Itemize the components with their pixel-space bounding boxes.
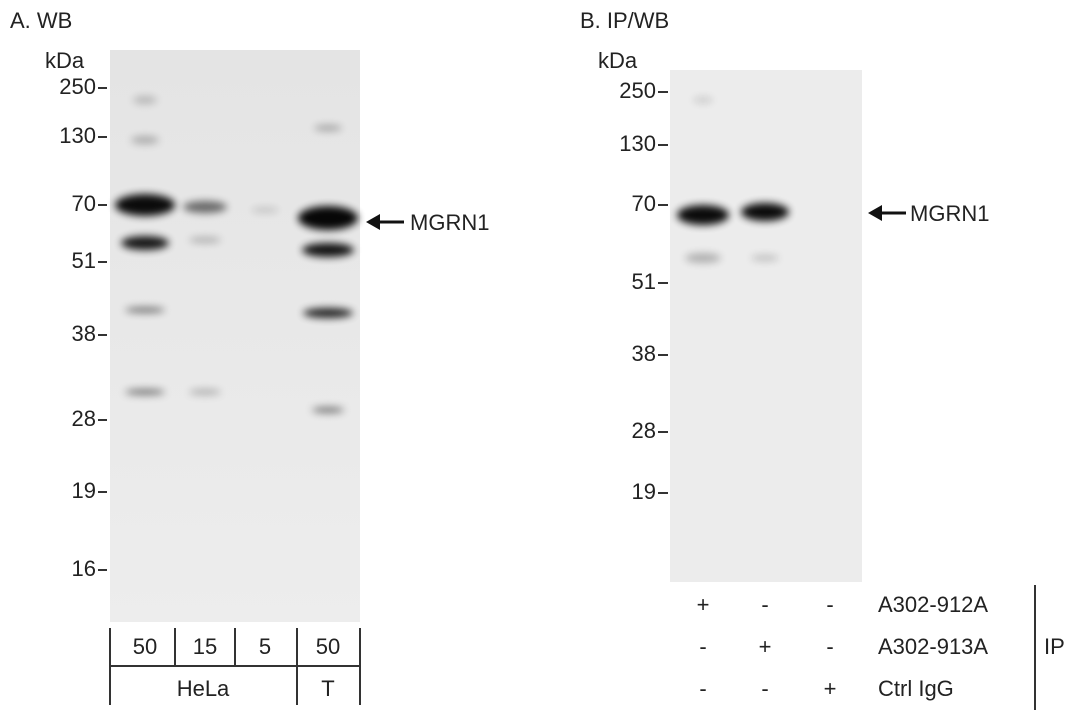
band	[189, 389, 221, 395]
band	[183, 201, 227, 213]
lane-table	[109, 628, 361, 705]
ip-mark: +	[697, 592, 710, 617]
marker-label: 51	[72, 248, 96, 273]
marker-label: 19	[632, 479, 656, 504]
marker-label: 70	[632, 191, 656, 216]
blot-a	[110, 50, 360, 622]
arrow-head	[868, 205, 882, 221]
arrow-head	[366, 214, 380, 230]
unit-label: kDa	[45, 48, 85, 73]
blot-b	[670, 70, 862, 582]
ip-mark: -	[826, 634, 833, 659]
antibody-name: A302-913A	[878, 634, 988, 659]
ip-mark: +	[824, 676, 837, 701]
band	[133, 96, 157, 104]
marker-label: 28	[632, 418, 656, 443]
ip-mark: -	[761, 592, 768, 617]
marker-label: 250	[619, 78, 656, 103]
band	[302, 243, 354, 257]
band	[131, 136, 159, 144]
band	[298, 206, 358, 230]
ip-label: IP	[1044, 634, 1065, 659]
panel-label: A. WB	[10, 8, 72, 33]
band	[314, 125, 342, 131]
antibody-name: A302-912A	[878, 592, 988, 617]
marker-label: 16	[72, 556, 96, 581]
band	[121, 236, 169, 250]
band	[693, 97, 713, 103]
ip-mark: +	[759, 634, 772, 659]
marker-label: 70	[72, 191, 96, 216]
ip-mark: -	[761, 676, 768, 701]
marker-label: 28	[72, 406, 96, 431]
band	[751, 255, 779, 261]
band	[115, 194, 175, 216]
band	[189, 237, 221, 243]
lane-load: 5	[259, 634, 271, 659]
marker-label: 130	[59, 123, 96, 148]
band	[125, 389, 165, 395]
panel-label: B. IP/WB	[580, 8, 669, 33]
band	[303, 308, 353, 318]
marker-label: 19	[72, 478, 96, 503]
band	[741, 203, 789, 221]
ip-mark: -	[826, 592, 833, 617]
lane-load: 50	[316, 634, 340, 659]
band	[312, 407, 344, 413]
unit-label: kDa	[598, 48, 638, 73]
marker-label: 130	[619, 131, 656, 156]
ip-mark: -	[699, 634, 706, 659]
marker-label: 38	[632, 341, 656, 366]
band	[125, 307, 165, 313]
antibody-name: Ctrl IgG	[878, 676, 954, 701]
cell-line: HeLa	[177, 676, 230, 701]
marker-label: 250	[59, 74, 96, 99]
band	[251, 207, 279, 213]
band	[677, 205, 729, 225]
ip-mark: -	[699, 676, 706, 701]
lane-load: 15	[193, 634, 217, 659]
lane-load: 50	[133, 634, 157, 659]
marker-label: 51	[632, 269, 656, 294]
target-label: MGRN1	[910, 201, 989, 226]
cell-line: T	[321, 676, 334, 701]
band	[685, 253, 721, 263]
marker-label: 38	[72, 321, 96, 346]
target-label: MGRN1	[410, 210, 489, 235]
